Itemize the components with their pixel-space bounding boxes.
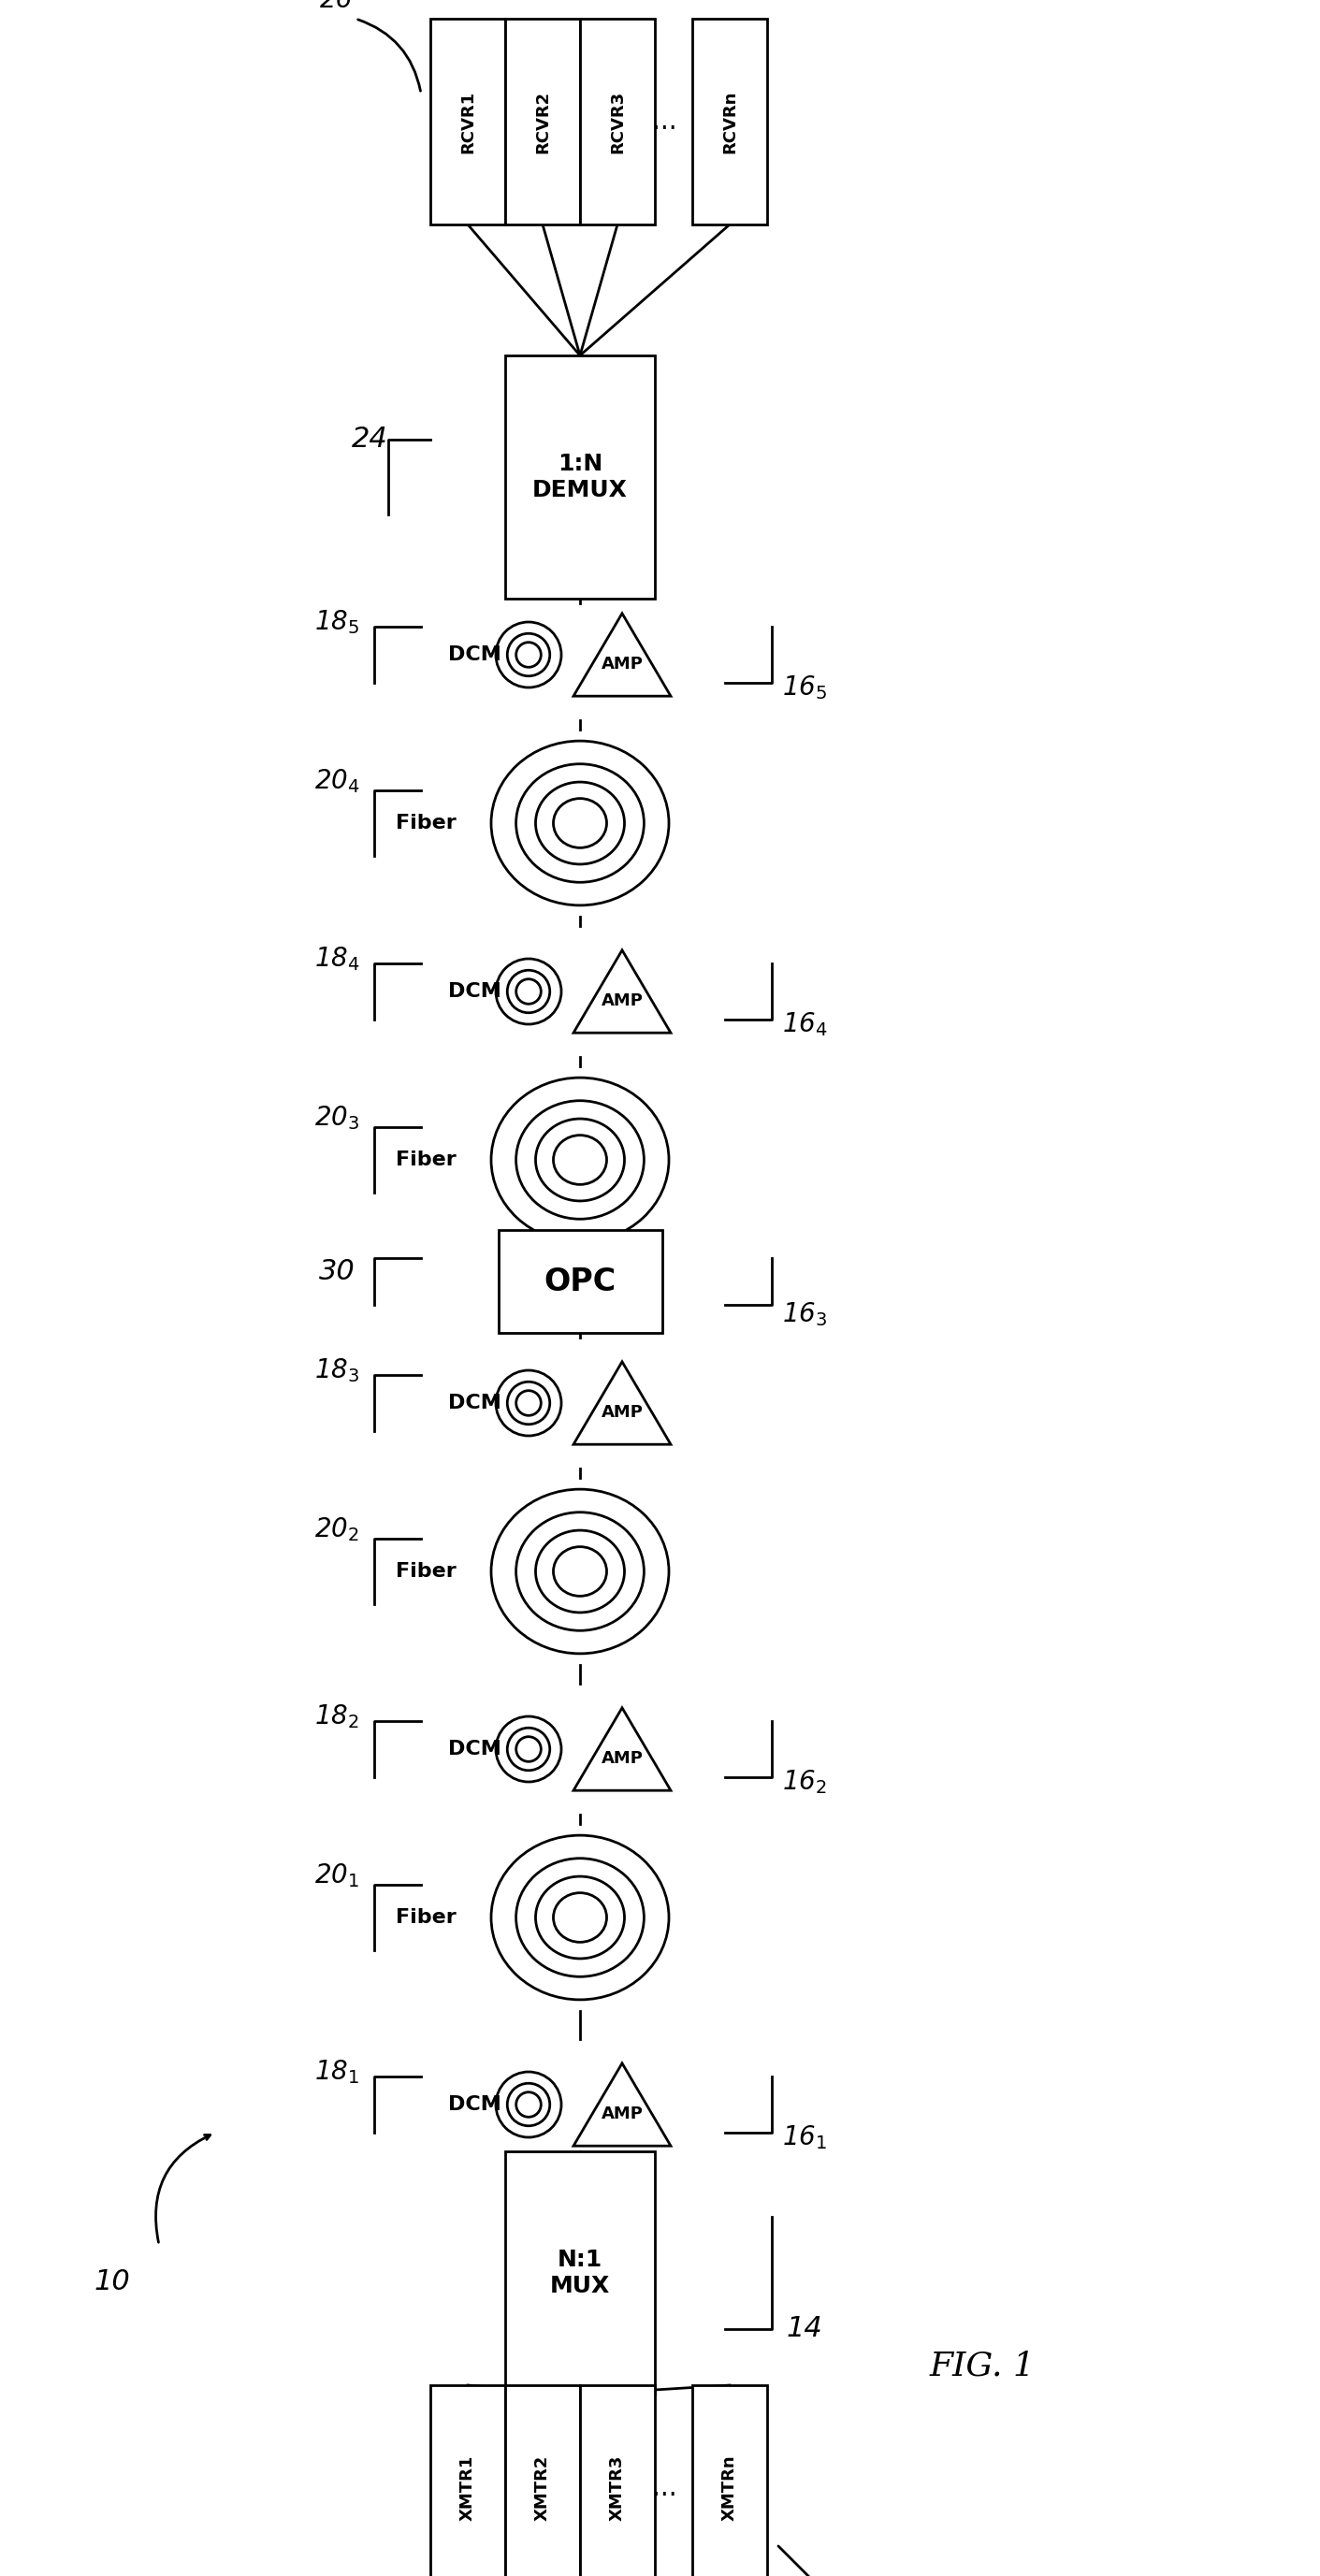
- Circle shape: [507, 1381, 550, 1425]
- Text: 10: 10: [94, 2269, 131, 2295]
- FancyBboxPatch shape: [506, 355, 655, 598]
- Circle shape: [516, 641, 541, 667]
- Text: 14: 14: [787, 2316, 822, 2342]
- FancyBboxPatch shape: [692, 18, 767, 224]
- FancyBboxPatch shape: [579, 18, 655, 224]
- Text: RCVRn: RCVRn: [721, 90, 738, 152]
- Ellipse shape: [536, 783, 624, 863]
- FancyBboxPatch shape: [692, 2385, 767, 2576]
- Text: AMP: AMP: [601, 992, 643, 1010]
- Circle shape: [496, 958, 561, 1025]
- Ellipse shape: [553, 1893, 607, 1942]
- Text: 18$_5$: 18$_5$: [314, 608, 359, 636]
- Text: 18$_4$: 18$_4$: [314, 945, 359, 974]
- Text: AMP: AMP: [601, 657, 643, 672]
- Text: XMTR3: XMTR3: [609, 2455, 626, 2522]
- Text: FIG. 1: FIG. 1: [929, 2349, 1035, 2383]
- Ellipse shape: [516, 1512, 644, 1631]
- Ellipse shape: [516, 1857, 644, 1976]
- Polygon shape: [573, 951, 671, 1033]
- Circle shape: [496, 1370, 561, 1435]
- Text: RCVR2: RCVR2: [535, 90, 550, 152]
- Text: RCVR1: RCVR1: [459, 90, 477, 152]
- Circle shape: [516, 2092, 541, 2117]
- Text: 20$_3$: 20$_3$: [314, 1105, 359, 1131]
- Circle shape: [507, 1728, 550, 1770]
- Circle shape: [507, 971, 550, 1012]
- FancyBboxPatch shape: [506, 18, 579, 224]
- Text: 16$_5$: 16$_5$: [781, 672, 828, 701]
- Polygon shape: [573, 2063, 671, 2146]
- Circle shape: [516, 979, 541, 1005]
- Circle shape: [516, 1391, 541, 1414]
- Text: AMP: AMP: [601, 1752, 643, 1767]
- FancyBboxPatch shape: [430, 18, 506, 224]
- Circle shape: [496, 621, 561, 688]
- Circle shape: [507, 634, 550, 675]
- Text: 20$_4$: 20$_4$: [314, 768, 359, 796]
- FancyBboxPatch shape: [498, 1229, 661, 1332]
- Polygon shape: [573, 1708, 671, 1790]
- Text: 24: 24: [351, 425, 388, 453]
- Text: Fiber: Fiber: [396, 814, 455, 832]
- Ellipse shape: [491, 1077, 669, 1242]
- Ellipse shape: [553, 1546, 607, 1597]
- FancyBboxPatch shape: [430, 2385, 506, 2576]
- Text: 1:N
DEMUX: 1:N DEMUX: [532, 453, 628, 502]
- Text: AMP: AMP: [601, 1404, 643, 1422]
- FancyBboxPatch shape: [506, 2151, 655, 2396]
- Text: ...: ...: [652, 108, 677, 134]
- Ellipse shape: [516, 1100, 644, 1218]
- Ellipse shape: [491, 1834, 669, 1999]
- Text: DCM: DCM: [447, 981, 500, 1002]
- Text: 20$_2$: 20$_2$: [314, 1515, 359, 1543]
- Text: AMP: AMP: [601, 2107, 643, 2123]
- Text: 16$_1$: 16$_1$: [781, 2123, 828, 2151]
- Text: DCM: DCM: [447, 647, 500, 665]
- Circle shape: [496, 2071, 561, 2138]
- Polygon shape: [573, 613, 671, 696]
- Ellipse shape: [536, 1118, 624, 1200]
- Text: DCM: DCM: [447, 1394, 500, 1412]
- FancyBboxPatch shape: [506, 2385, 579, 2576]
- Text: XMTRn: XMTRn: [721, 2455, 738, 2522]
- Ellipse shape: [536, 1530, 624, 1613]
- Text: N:1
MUX: N:1 MUX: [550, 2249, 610, 2298]
- Text: 20$_1$: 20$_1$: [314, 1862, 359, 1888]
- Text: 18$_2$: 18$_2$: [314, 1703, 359, 1731]
- Text: 16$_2$: 16$_2$: [781, 1767, 826, 1795]
- Polygon shape: [573, 1363, 671, 1445]
- Text: ...: ...: [652, 2476, 677, 2501]
- Text: 18$_1$: 18$_1$: [314, 2058, 359, 2087]
- Circle shape: [507, 2084, 550, 2125]
- Text: Fiber: Fiber: [396, 1561, 455, 1582]
- Text: RCVR3: RCVR3: [609, 90, 626, 152]
- Text: 30: 30: [318, 1260, 355, 1285]
- Ellipse shape: [553, 799, 607, 848]
- Ellipse shape: [491, 742, 669, 904]
- Ellipse shape: [553, 1136, 607, 1185]
- Text: XMTR1: XMTR1: [459, 2455, 477, 2522]
- Text: Fiber: Fiber: [396, 1151, 455, 1170]
- Text: 26: 26: [321, 0, 354, 13]
- Circle shape: [516, 1736, 541, 1762]
- FancyBboxPatch shape: [579, 2385, 655, 2576]
- Text: Fiber: Fiber: [396, 1909, 455, 1927]
- Text: 18$_3$: 18$_3$: [314, 1358, 359, 1383]
- Text: 16$_4$: 16$_4$: [781, 1010, 828, 1038]
- Text: OPC: OPC: [544, 1265, 616, 1296]
- Circle shape: [496, 1716, 561, 1783]
- Ellipse shape: [536, 1875, 624, 1958]
- Text: 16$_3$: 16$_3$: [781, 1301, 828, 1329]
- Text: DCM: DCM: [447, 1739, 500, 1759]
- Text: DCM: DCM: [447, 2094, 500, 2115]
- Ellipse shape: [491, 1489, 669, 1654]
- Text: XMTR2: XMTR2: [535, 2455, 550, 2522]
- Ellipse shape: [516, 765, 644, 884]
